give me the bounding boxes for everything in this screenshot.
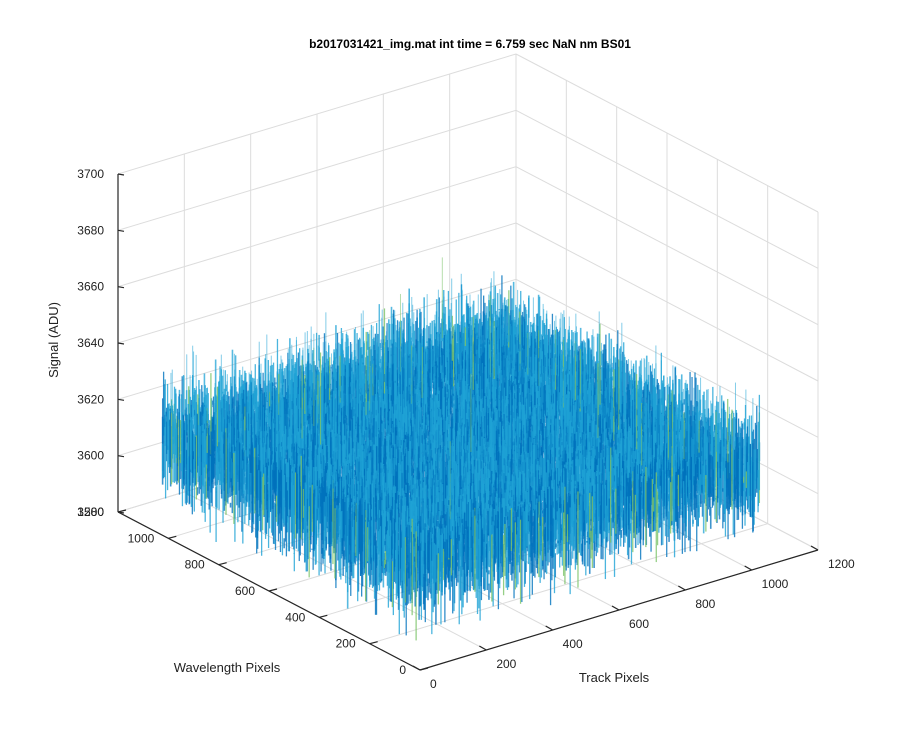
grid-line — [515, 53, 819, 213]
grid-line — [515, 278, 819, 438]
surface-mesh — [161, 257, 761, 641]
grid-line — [515, 222, 819, 382]
grid-line — [515, 109, 819, 269]
chart-title: b2017031421_img.mat int time = 6.759 sec… — [309, 37, 631, 51]
grid-line — [117, 222, 517, 344]
grid-line — [117, 109, 517, 231]
grid-line — [117, 53, 517, 175]
grid-line — [117, 166, 517, 288]
grid-line — [515, 166, 819, 326]
